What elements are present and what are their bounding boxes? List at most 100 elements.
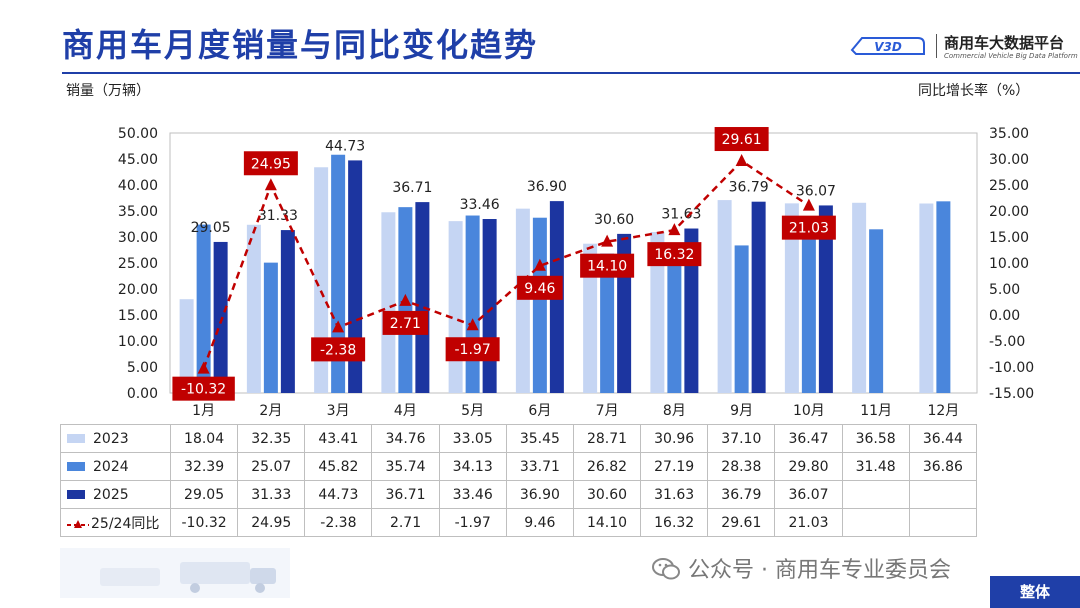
table-cell: 29.80 <box>774 452 843 481</box>
yoy-label-box <box>647 242 702 267</box>
left-axis-tick: 5.00 <box>127 360 158 376</box>
table-row: 2024 32.39 25.07 45.82 35.74 34.13 33.71 26.82 2… <box>60 452 978 481</box>
table-cell: 34.76 <box>371 424 440 453</box>
bar-data-label: 36.71 <box>392 180 432 196</box>
table-cell: 33.46 <box>438 480 507 509</box>
yoy-marker <box>332 320 345 333</box>
table-row-label: 25/24同比 <box>60 508 171 537</box>
bar-2024 <box>532 217 547 393</box>
bar-2023 <box>381 212 396 393</box>
bar-2023 <box>919 203 934 393</box>
yoy-marker <box>802 198 815 211</box>
yoy-marker <box>601 234 614 247</box>
table-cell: 36.47 <box>774 424 843 453</box>
bar-2024 <box>196 224 211 393</box>
table-cell: 37.10 <box>707 424 776 453</box>
bar-2025 <box>415 202 430 393</box>
right-axis-tick: 5.00 <box>989 282 1020 298</box>
table-cell: -2.38 <box>304 508 373 537</box>
table-cell: 36.07 <box>774 480 843 509</box>
table-cell: 45.82 <box>304 452 373 481</box>
table-cell: 25.07 <box>237 452 306 481</box>
logo-subtitle: Commercial Vehicle Big Data Platform <box>944 52 1078 60</box>
legend-swatch <box>67 490 85 499</box>
yoy-data-label: -1.97 <box>455 342 491 358</box>
bar-2025 <box>280 230 295 393</box>
bar-data-label: 33.46 <box>460 197 500 213</box>
right-axis-tick: -5.00 <box>989 334 1025 350</box>
table-cell: 28.38 <box>707 452 776 481</box>
yoy-data-label: 9.46 <box>524 281 555 297</box>
left-axis-tick: 15.00 <box>118 308 158 324</box>
category-tag: 整体 <box>990 576 1080 608</box>
bar-2024 <box>331 154 346 393</box>
x-axis-tick: 9月 <box>730 403 753 419</box>
x-axis-tick: 6月 <box>528 403 551 419</box>
table-row: 2025 29.05 31.33 44.73 36.71 33.46 36.90 30.60 3… <box>60 480 978 509</box>
yoy-data-label: 24.95 <box>251 156 291 172</box>
yoy-line <box>202 159 810 370</box>
logo-mark-text: V3D <box>874 40 902 54</box>
left-axis-tick: 20.00 <box>118 282 158 298</box>
bar-2025 <box>818 205 833 393</box>
bar-2023 <box>448 221 463 393</box>
table-row-label: 2024 <box>60 452 171 481</box>
x-axis-tick: 12月 <box>927 403 959 419</box>
right-axis-tick: -10.00 <box>989 360 1034 376</box>
table-cell: 21.03 <box>774 508 843 537</box>
plot-frame <box>169 132 978 394</box>
page-title: 商用车月度销量与同比变化趋势 <box>62 26 539 64</box>
bar-2025 <box>348 160 363 393</box>
table-cell: 35.74 <box>371 452 440 481</box>
bar-2025 <box>751 201 766 393</box>
yoy-data-label: 16.32 <box>654 247 694 263</box>
table-cell: 31.63 <box>640 480 709 509</box>
bar-2024 <box>869 229 884 393</box>
yoy-marker <box>668 223 681 236</box>
bar-2023 <box>717 200 732 393</box>
platform-logo: V3D 商用车大数据平台 Commercial Vehicle Big Data… <box>848 30 1078 62</box>
x-axis-tick: 4月 <box>394 403 417 419</box>
right-axis-tick: 0.00 <box>989 308 1020 324</box>
right-axis-tick: 25.00 <box>989 178 1029 194</box>
table-cell: 27.19 <box>640 452 709 481</box>
table-cell: 2.71 <box>371 508 440 537</box>
bar-2024 <box>936 201 951 393</box>
bar-2024 <box>734 245 749 393</box>
yoy-label-box <box>517 275 563 300</box>
table-cell: -10.32 <box>169 508 239 537</box>
yoy-marker <box>197 361 210 374</box>
legend-label: 2023 <box>93 430 129 447</box>
table-cell: 9.46 <box>505 508 574 537</box>
x-axis-tick: 2月 <box>259 403 282 419</box>
table-cell: 36.44 <box>908 424 978 453</box>
left-axis-tick: 50.00 <box>118 126 158 142</box>
yoy-label-box <box>580 253 635 278</box>
yoy-data-label: 21.03 <box>789 221 829 237</box>
yoy-marker <box>466 318 479 331</box>
yoy-marker <box>399 293 412 306</box>
left-axis-tick: 40.00 <box>118 178 158 194</box>
table-cell: 35.45 <box>505 424 574 453</box>
table-cell <box>908 480 978 509</box>
bar-data-label: 36.79 <box>729 180 769 196</box>
yoy-label-box <box>714 127 769 152</box>
table-cell: 30.60 <box>572 480 642 509</box>
logo-title: 商用车大数据平台 <box>944 34 1065 52</box>
right-axis-tick: 10.00 <box>989 256 1029 272</box>
yoy-label-box <box>781 215 836 240</box>
data-table: 2023 18.04 32.35 43.41 34.76 33.05 35.45 28.71 3… <box>60 424 978 537</box>
legend-label: 25/24同比 <box>91 515 160 532</box>
wechat-account-label: 公众号 · 商用车专业委员会 <box>688 558 951 583</box>
table-cell: 24.95 <box>237 508 306 537</box>
table-row: 25/24同比 -10.32 24.95 -2.38 2.71 -1.97 9.46 14.1… <box>60 508 978 537</box>
table-cell: 43.41 <box>304 424 373 453</box>
bar-data-label: 36.90 <box>527 179 567 195</box>
legend-line-marker <box>67 519 89 528</box>
table-cell <box>908 508 978 537</box>
wechat-account: 公众号 · 商用车专业委员会 <box>652 552 951 584</box>
table-cell: 18.04 <box>169 424 239 453</box>
table-cell: 36.71 <box>371 480 440 509</box>
bar-2023 <box>583 243 598 393</box>
sales-chart: 0.00 5.00 10.00 15.00 20.00 25.00 30.00 35.00 40… <box>118 126 1034 419</box>
